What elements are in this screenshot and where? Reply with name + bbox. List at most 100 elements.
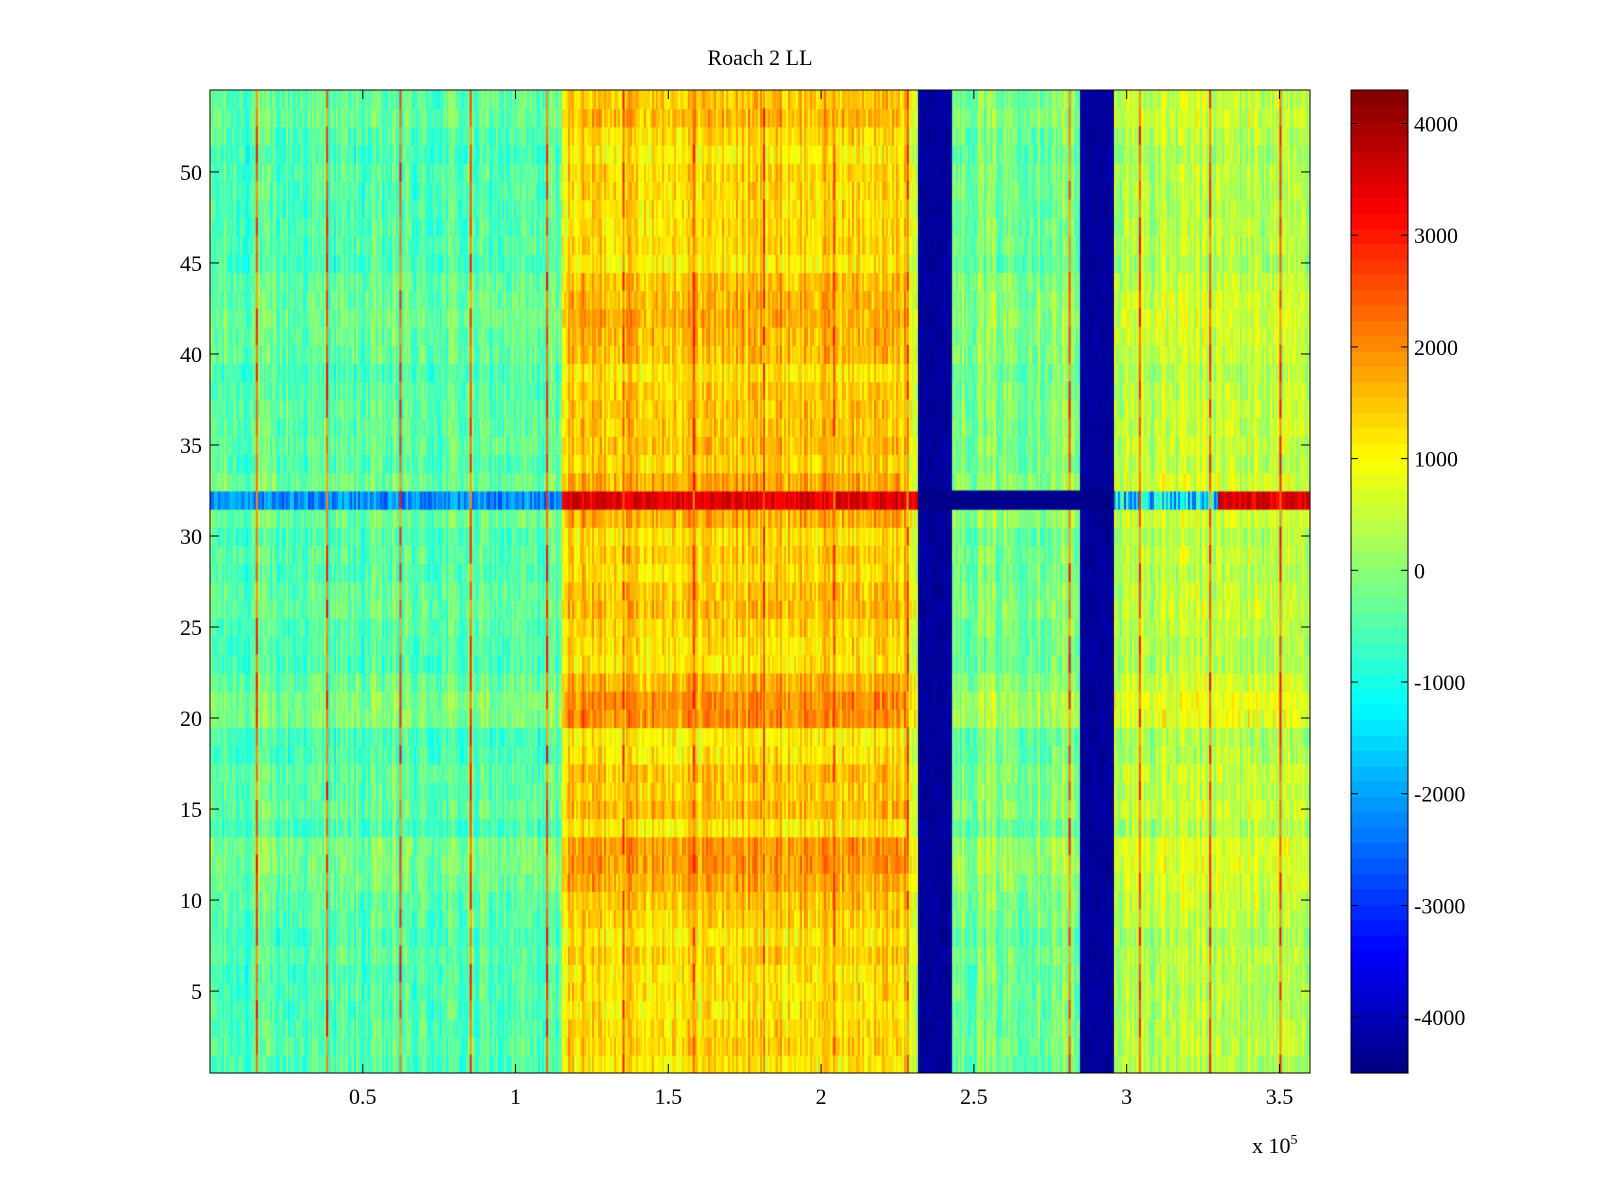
colorbar-segment <box>1351 412 1408 429</box>
colorbar-segment <box>1351 489 1408 506</box>
colorbar-segment <box>1351 1026 1408 1043</box>
colorbar-segment <box>1351 335 1408 352</box>
colorbar-tick-label: 2000 <box>1414 335 1458 360</box>
colorbar-segment <box>1351 473 1408 490</box>
colorbar-segment <box>1351 904 1408 921</box>
colorbar-segment <box>1351 888 1408 905</box>
y-axis: 5 10 15 20 25 30 35 40 45 50 <box>180 160 1310 1004</box>
x-tick-label: 1 <box>510 1084 521 1109</box>
colorbar-segment <box>1351 197 1408 214</box>
y-tick-label: 20 <box>180 706 202 731</box>
colorbar-tick-label: 3000 <box>1414 223 1458 248</box>
chart-title: Roach 2 LL <box>707 45 812 70</box>
colorbar-segment <box>1351 90 1408 106</box>
y-tick-label: 5 <box>191 979 202 1004</box>
x-tick-label: 2 <box>816 1084 827 1109</box>
colorbar-segment <box>1351 305 1408 321</box>
colorbar-segment <box>1351 919 1408 936</box>
colorbar-segment <box>1351 827 1408 844</box>
colorbar-segment <box>1351 274 1408 291</box>
colorbar-segment <box>1351 504 1408 521</box>
x-tick-label: 0.5 <box>349 1084 377 1109</box>
y-tick-label: 30 <box>180 524 202 549</box>
x-axis: 0.5 1 1.5 2 2.5 3 3.5 <box>349 90 1293 1109</box>
colorbar-segment <box>1351 320 1408 337</box>
colorbar-segment <box>1351 934 1408 951</box>
colorbar-segment <box>1351 735 1408 752</box>
colorbar-segment <box>1351 258 1408 275</box>
colorbar-segment <box>1351 842 1408 859</box>
x-multiplier-label: x 105 <box>1252 1133 1298 1158</box>
colorbar-segment <box>1351 550 1408 567</box>
colorbar-segment <box>1351 443 1408 460</box>
colorbar-segment <box>1351 520 1408 537</box>
x-tick-label: 2.5 <box>960 1084 988 1109</box>
colorbar-segment <box>1351 120 1408 137</box>
y-tick-label: 50 <box>180 160 202 185</box>
x-multiplier-exponent: 5 <box>1291 1133 1298 1148</box>
x-tick-label: 1.5 <box>655 1084 683 1109</box>
plot-frame <box>209 89 1311 1074</box>
colorbar-segment <box>1351 873 1408 890</box>
colorbar-tick-label: 1000 <box>1414 447 1458 472</box>
colorbar-segment <box>1351 950 1408 967</box>
colorbar-segment <box>1351 857 1408 874</box>
heatmap-image <box>210 90 1310 1073</box>
colorbar-tick-label: 0 <box>1414 558 1425 583</box>
colorbar-segment <box>1351 689 1408 705</box>
colorbar-segment <box>1351 566 1408 583</box>
colorbar-segment <box>1351 612 1408 629</box>
colorbar-segment <box>1351 166 1408 183</box>
y-tick-label: 35 <box>180 433 202 458</box>
colorbar-frame <box>1350 89 1409 1074</box>
colorbar-segment <box>1351 105 1408 122</box>
y-tick-label: 10 <box>180 888 202 913</box>
y-tick-label: 15 <box>180 797 202 822</box>
colorbar-segment <box>1351 427 1408 444</box>
colorbar-segment <box>1351 151 1408 168</box>
colorbar-segment <box>1351 596 1408 613</box>
colorbar-segment <box>1351 581 1408 598</box>
colorbar-segment <box>1351 182 1408 199</box>
colorbar-tick-label: -2000 <box>1414 782 1465 807</box>
y-tick-label: 40 <box>180 342 202 367</box>
y-tick-label: 25 <box>180 615 202 640</box>
colorbar-tick-label: -4000 <box>1414 1005 1465 1030</box>
colorbar-segment <box>1351 1042 1408 1059</box>
colorbar-tick-label: -3000 <box>1414 893 1465 918</box>
colorbar-segment <box>1351 750 1408 767</box>
colorbar-segment <box>1351 243 1408 260</box>
colorbar-segment <box>1351 535 1408 552</box>
colorbar-segment <box>1351 980 1408 997</box>
colorbar-segment <box>1351 228 1408 245</box>
colorbar-tick-label: -1000 <box>1414 670 1465 695</box>
colorbar-segment <box>1351 811 1408 828</box>
x-tick-label: 3 <box>1121 1084 1132 1109</box>
colorbar-segment <box>1351 642 1408 659</box>
heatmap-plot <box>210 90 1310 1073</box>
colorbar-segment <box>1351 781 1408 798</box>
colorbar-segment <box>1351 704 1408 721</box>
colorbar-segment <box>1351 658 1408 675</box>
colorbar-segment <box>1351 1011 1408 1028</box>
colorbar-segment <box>1351 673 1408 690</box>
colorbar-segment <box>1351 765 1408 782</box>
colorbar-segment <box>1351 458 1408 475</box>
colorbar-segment <box>1351 136 1408 153</box>
x-tick-label: 3.5 <box>1266 1084 1294 1109</box>
colorbar-segment <box>1351 289 1408 306</box>
colorbar-axis: 4000 3000 2000 1000 0 -1000 -2000 -3000 -4000 <box>1351 112 1465 1030</box>
colorbar-segment <box>1351 366 1408 383</box>
colorbar-segment <box>1351 351 1408 368</box>
colorbar <box>1351 90 1408 1074</box>
colorbar-segment <box>1351 796 1408 813</box>
colorbar-tick-label: 4000 <box>1414 112 1458 137</box>
colorbar-segment <box>1351 965 1408 982</box>
colorbar-segment <box>1351 996 1408 1013</box>
colorbar-segment <box>1351 212 1408 229</box>
colorbar-segment <box>1351 1057 1408 1074</box>
colorbar-segment <box>1351 381 1408 398</box>
y-tick-label: 45 <box>180 251 202 276</box>
colorbar-segment <box>1351 627 1408 644</box>
